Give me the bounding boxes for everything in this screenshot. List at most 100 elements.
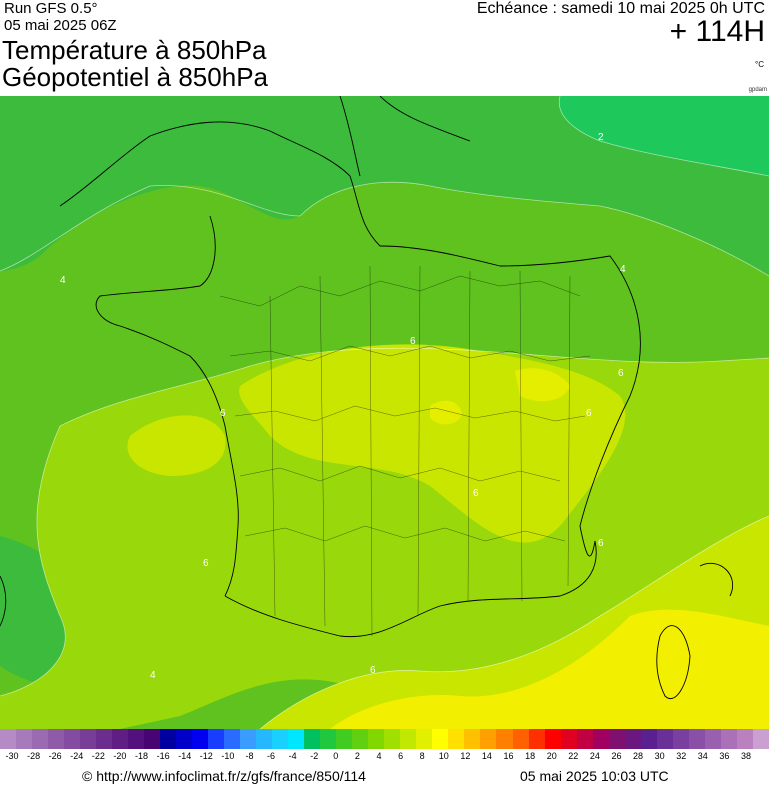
color-scale-cell xyxy=(704,729,721,749)
contour-lines xyxy=(0,96,769,729)
color-scale-cell xyxy=(160,729,177,749)
color-scale-cell xyxy=(144,729,161,749)
map-credit: gpdam xyxy=(748,87,767,93)
color-scale-cell xyxy=(96,729,113,749)
color-scale-cell xyxy=(544,729,561,749)
color-scale xyxy=(0,729,769,749)
color-scale-cell xyxy=(256,729,273,749)
color-scale-cell xyxy=(688,729,705,749)
color-scale-cell xyxy=(80,729,97,749)
color-scale-tick: 18 xyxy=(525,751,536,761)
color-scale-cell xyxy=(576,729,593,749)
coastline xyxy=(0,96,734,699)
color-scale-tick: 26 xyxy=(611,751,622,761)
contour-label: 6 xyxy=(220,408,226,419)
band-10-12-center xyxy=(430,400,462,425)
color-scale-cell xyxy=(656,729,673,749)
forecast-offset: + 114H xyxy=(669,15,765,48)
color-scale-tick: 4 xyxy=(376,751,382,761)
color-scale-cell xyxy=(480,729,497,749)
color-scale-tick: 30 xyxy=(654,751,665,761)
color-scale-tick: -4 xyxy=(288,751,297,761)
color-scale-cell xyxy=(608,729,625,749)
contour-label: 6 xyxy=(370,665,376,676)
color-scale-tick: -20 xyxy=(113,751,127,761)
color-scale-tick: 34 xyxy=(697,751,708,761)
color-scale-tick: -12 xyxy=(199,751,213,761)
color-scale-tick: 28 xyxy=(633,751,644,761)
source-url[interactable]: © http://www.infoclimat.fr/z/gfs/france/… xyxy=(82,768,366,784)
color-scale-cell xyxy=(400,729,417,749)
color-scale-cell xyxy=(592,729,609,749)
unit-label: °C xyxy=(755,60,764,69)
contour-label: 6 xyxy=(473,488,479,499)
color-scale-cell xyxy=(432,729,449,749)
color-scale-tick: -18 xyxy=(135,751,149,761)
contour-label: 6 xyxy=(598,538,604,549)
contour-label: 4 xyxy=(150,670,156,681)
color-scale-cell xyxy=(672,729,689,749)
color-scale-cell xyxy=(32,729,49,749)
color-scale-cell xyxy=(560,729,577,749)
title-temperature: Température à 850hPa xyxy=(2,35,267,65)
color-scale-tick: -8 xyxy=(245,751,254,761)
color-scale-tick: -22 xyxy=(91,751,105,761)
color-scale-cell xyxy=(112,729,129,749)
echeance-label: Echéance : samedi 10 mai 2025 0h UTC xyxy=(476,0,765,17)
contour-label: 2 xyxy=(598,132,604,143)
color-scale-cell xyxy=(128,729,145,749)
color-scale-tick: 10 xyxy=(438,751,449,761)
color-scale-cell xyxy=(192,729,209,749)
color-scale-cell xyxy=(336,729,353,749)
color-scale-cell xyxy=(208,729,225,749)
color-scale-tick: 24 xyxy=(589,751,600,761)
contour-label: 6 xyxy=(203,558,209,569)
color-scale-tick: 38 xyxy=(740,751,752,761)
generated-timestamp: 05 mai 2025 10:03 UTC xyxy=(520,768,669,784)
color-scale-cell xyxy=(384,729,401,749)
color-scale-cell xyxy=(496,729,513,749)
color-scale-cell xyxy=(272,729,289,749)
color-scale-ticks: -30 -28 -26 -24 -22 -20 -18 -16 -14 -12 -10 -8 -6 -4-… xyxy=(0,751,769,765)
color-scale-cell xyxy=(288,729,305,749)
color-scale-tick: 8 xyxy=(419,751,425,761)
color-scale-tick: 36 xyxy=(719,751,730,761)
color-scale-tick: 16 xyxy=(503,751,514,761)
color-scale-tick: 12 xyxy=(460,751,471,761)
color-scale-cell xyxy=(320,729,337,749)
color-scale-tick: -26 xyxy=(48,751,62,761)
contour-label: 6 xyxy=(586,408,592,419)
color-scale-tick: -14 xyxy=(178,751,192,761)
band-10-12-east xyxy=(515,368,570,402)
color-scale-tick: -30 xyxy=(5,751,19,761)
color-scale-cell xyxy=(64,729,81,749)
band-2-4-north xyxy=(0,96,769,276)
map-canvas: 2 4 6 6 6 6 6 6 6 4 6 4 xyxy=(0,96,769,729)
color-scale-cell xyxy=(176,729,193,749)
color-scale-cell xyxy=(304,729,321,749)
color-scale-tick: 32 xyxy=(676,751,687,761)
band-8-10-west xyxy=(127,415,226,476)
color-scale-cell xyxy=(16,729,33,749)
color-scale-cell xyxy=(416,729,433,749)
color-scale-tick: -24 xyxy=(70,751,84,761)
color-scale-tick: 22 xyxy=(568,751,579,761)
contour-label: 6 xyxy=(618,368,624,379)
band-0-2-northeast xyxy=(559,96,769,176)
color-scale-cell xyxy=(624,729,641,749)
color-scale-cell xyxy=(512,729,529,749)
color-scale-cell xyxy=(720,729,737,749)
color-scale-tick: -28 xyxy=(27,751,41,761)
color-scale-cell xyxy=(752,729,769,749)
color-scale-tick: 0 xyxy=(333,751,339,761)
department-borders xyxy=(219,265,591,637)
color-scale-tick: 2 xyxy=(354,751,360,761)
color-scale-tick: -2 xyxy=(310,751,319,761)
contour-label: 6 xyxy=(410,336,416,347)
color-scale-cell xyxy=(528,729,545,749)
weather-map[interactable]: 2 4 6 6 6 6 6 6 6 4 6 4 xyxy=(0,96,769,729)
color-scale-cell xyxy=(640,729,657,749)
color-scale-tick: -10 xyxy=(221,751,235,761)
color-scale-tick: -6 xyxy=(267,751,276,761)
color-scale-cell xyxy=(48,729,65,749)
